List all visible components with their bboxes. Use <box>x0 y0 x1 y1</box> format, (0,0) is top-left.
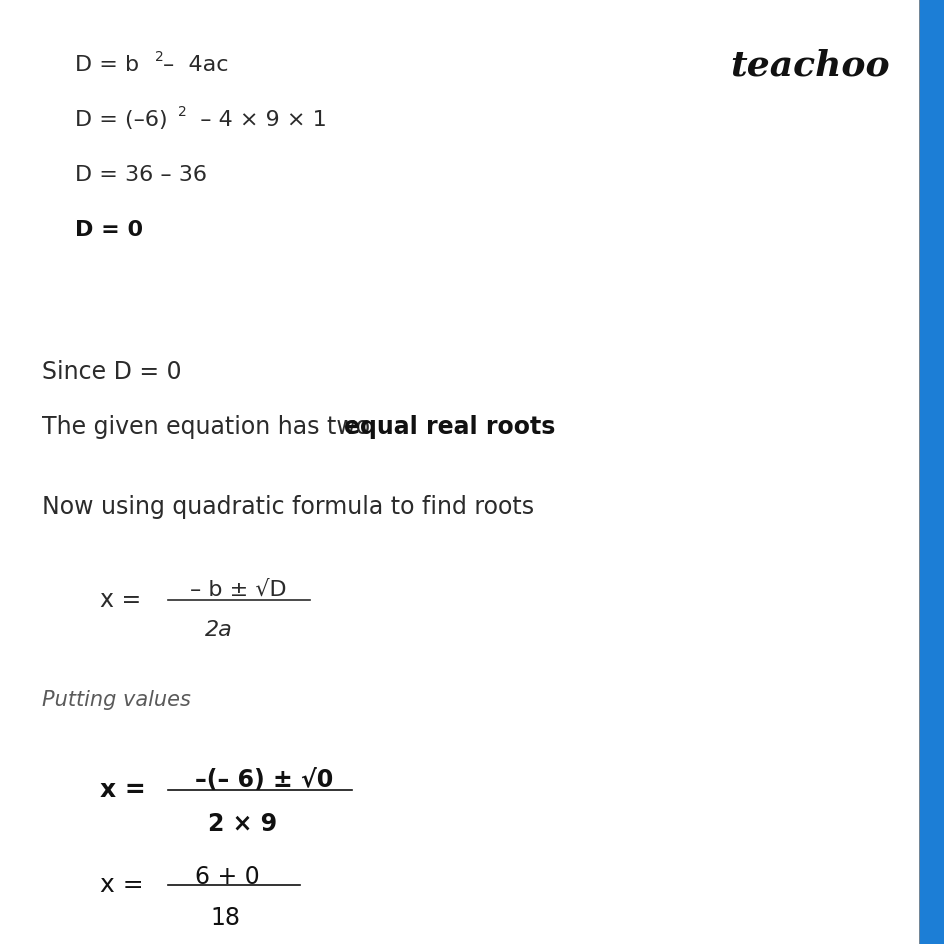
Text: 2 × 9: 2 × 9 <box>208 811 277 835</box>
Text: Now using quadratic formula to find roots: Now using quadratic formula to find root… <box>42 495 533 518</box>
Text: –(– 6) ± √0: –(– 6) ± √0 <box>194 767 333 791</box>
Text: Since D = 0: Since D = 0 <box>42 360 181 383</box>
Text: The given equation has two: The given equation has two <box>42 414 378 439</box>
Text: equal real roots: equal real roots <box>344 414 555 439</box>
Text: – 4 × 9 × 1: – 4 × 9 × 1 <box>186 110 327 130</box>
Text: D = b: D = b <box>75 55 139 75</box>
Text: D = 36 – 36: D = 36 – 36 <box>75 165 207 185</box>
Text: –  4ac: – 4ac <box>162 55 228 75</box>
Text: Putting values: Putting values <box>42 689 191 709</box>
Text: D = 0: D = 0 <box>75 220 143 240</box>
Text: D = (–6): D = (–6) <box>75 110 167 130</box>
Text: 18: 18 <box>210 905 240 929</box>
Text: x =: x = <box>100 587 141 612</box>
Text: – b ± √D: – b ± √D <box>190 580 286 599</box>
Text: 2a: 2a <box>205 619 232 639</box>
Text: 2: 2 <box>177 105 187 119</box>
Text: 2: 2 <box>155 50 163 64</box>
Text: x =: x = <box>100 777 145 801</box>
Text: teachoo: teachoo <box>729 48 888 82</box>
Text: 6 + 0: 6 + 0 <box>194 864 260 888</box>
Text: x =: x = <box>100 872 143 896</box>
Bar <box>919 0 944 944</box>
